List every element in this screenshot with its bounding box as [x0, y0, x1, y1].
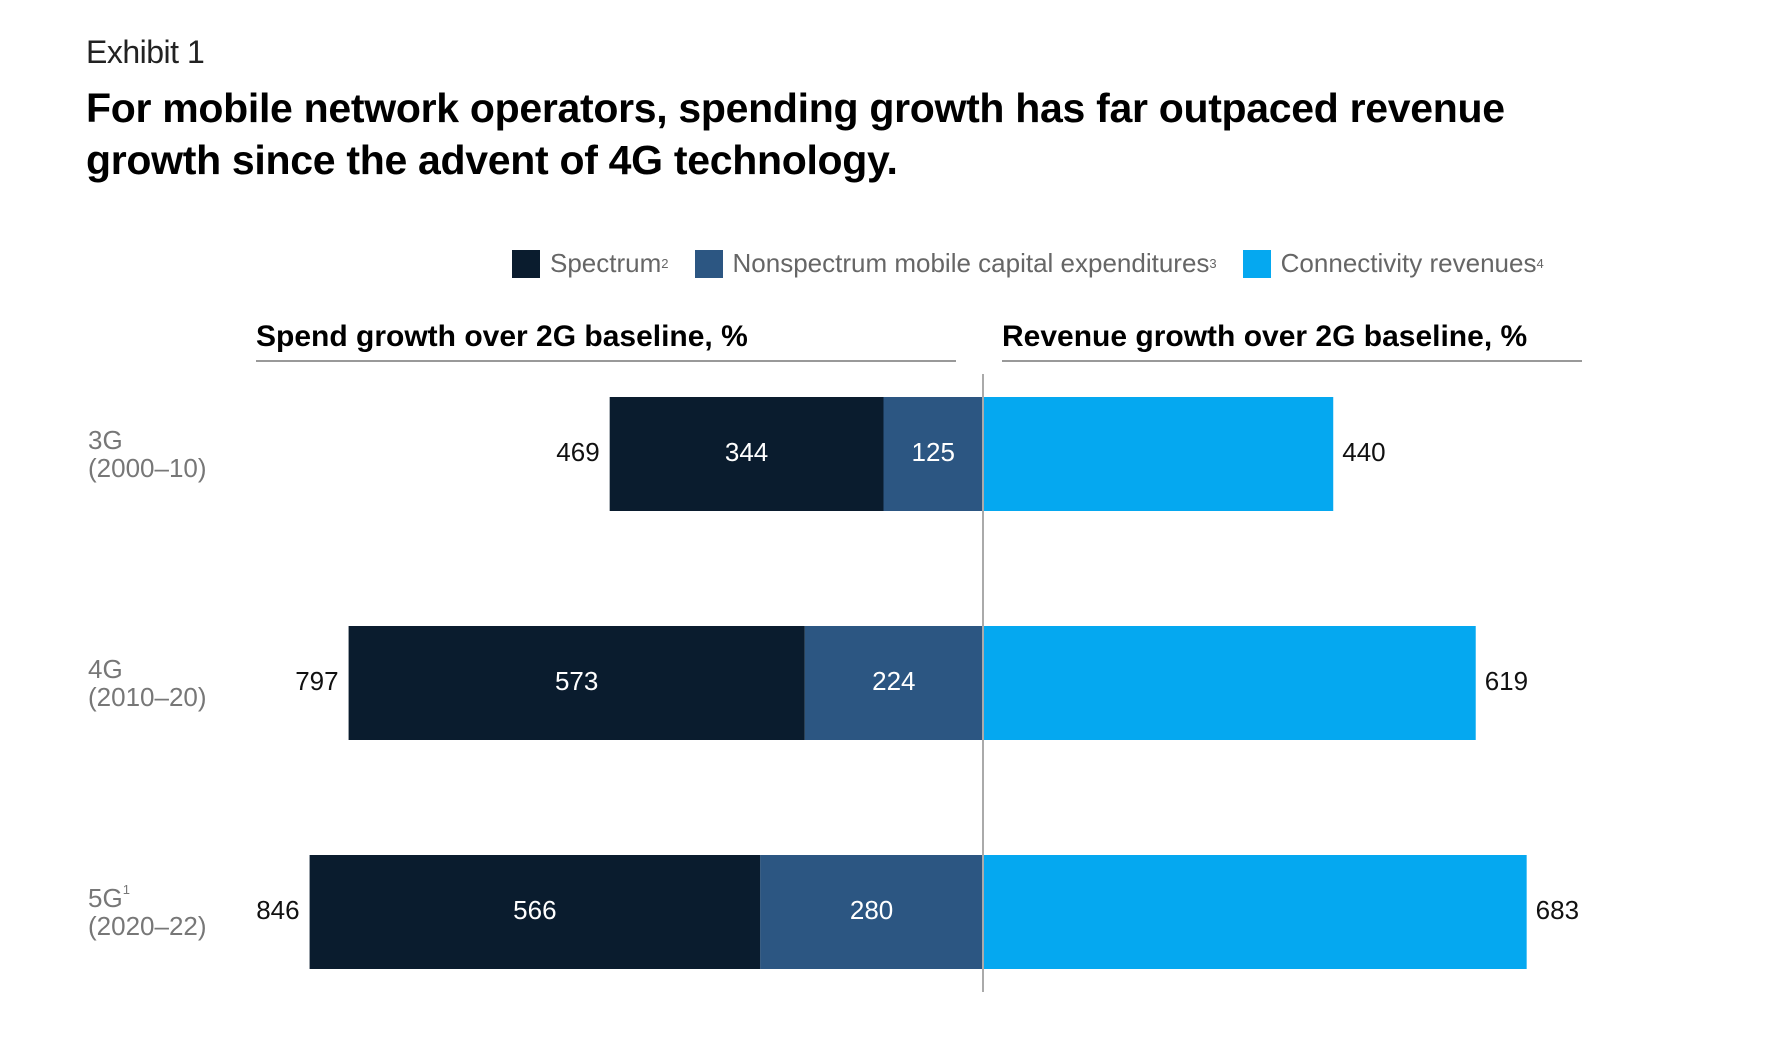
legend-swatch-spectrum — [512, 249, 540, 278]
chart-title: For mobile network operators, spending g… — [86, 85, 1505, 183]
bar-label-3g-revenue: 440 — [1342, 437, 1385, 467]
bar-label-3g-nonspectrum: 125 — [912, 437, 955, 467]
total-label-4g: 797 — [295, 666, 338, 696]
category-footnote-5g: 1 — [123, 882, 130, 897]
category-name-3g: 3G — [88, 425, 123, 455]
bar-4g-revenue — [983, 626, 1476, 740]
bar-label-5g-spectrum: 566 — [513, 895, 556, 925]
bar-label-4g-spectrum: 573 — [555, 666, 598, 696]
bar-label-5g-nonspectrum: 280 — [850, 895, 893, 925]
category-label-3g: 3G — [88, 425, 123, 455]
bar-5g-spectrum — [309, 855, 761, 969]
bar-label-3g-spectrum: 344 — [725, 437, 768, 467]
bar-3g-spectrum — [609, 397, 884, 511]
bar-label-4g-revenue: 619 — [1485, 666, 1528, 696]
legend-swatch-revenues — [1242, 249, 1271, 278]
bar-5g-revenue — [983, 855, 1527, 969]
bar-3g-nonspectrum — [883, 397, 983, 511]
category-label-5g: 5G1 — [88, 882, 130, 912]
legend-label-nonspectrum: Nonspectrum mobile capital expenditures — [732, 248, 1210, 278]
legend-item-nonspectrum: Nonspectrum mobile capital expenditures 3 — [694, 248, 1217, 279]
bar-label-5g-revenue: 683 — [1536, 895, 1579, 925]
legend-label-spectrum: Spectrum — [550, 248, 662, 278]
total-label-3g: 469 — [556, 437, 599, 467]
category-name-5g: 5G — [88, 883, 123, 913]
category-period-4g: (2010–20) — [88, 682, 207, 712]
legend-item-revenues: Connectivity revenues 4 — [1242, 248, 1544, 279]
total-label-5g: 846 — [256, 895, 299, 925]
legend: Spectrum 2 Nonspectrum mobile capital exp… — [512, 248, 1570, 279]
bar-5g-nonspectrum — [760, 855, 983, 969]
category-name-4g: 4G — [88, 654, 123, 684]
legend-label-revenues: Connectivity revenues — [1280, 248, 1537, 278]
legend-item-spectrum: Spectrum 2 — [512, 248, 669, 279]
legend-swatch-nonspectrum — [694, 249, 723, 278]
right-panel-title: Revenue growth over 2G baseline, % — [1002, 320, 1527, 353]
category-period-3g: (2000–10) — [88, 453, 207, 483]
left-panel-title: Spend growth over 2G baseline, % — [256, 320, 748, 353]
bar-4g-nonspectrum — [804, 626, 983, 740]
bar-3g-revenue — [983, 397, 1334, 511]
exhibit-label: Exhibit 1 — [86, 34, 205, 70]
category-label-4g: 4G — [88, 654, 123, 684]
bar-label-4g-nonspectrum: 224 — [872, 666, 915, 696]
category-period-5g: (2020–22) — [88, 911, 207, 941]
bar-4g-spectrum — [348, 626, 805, 740]
